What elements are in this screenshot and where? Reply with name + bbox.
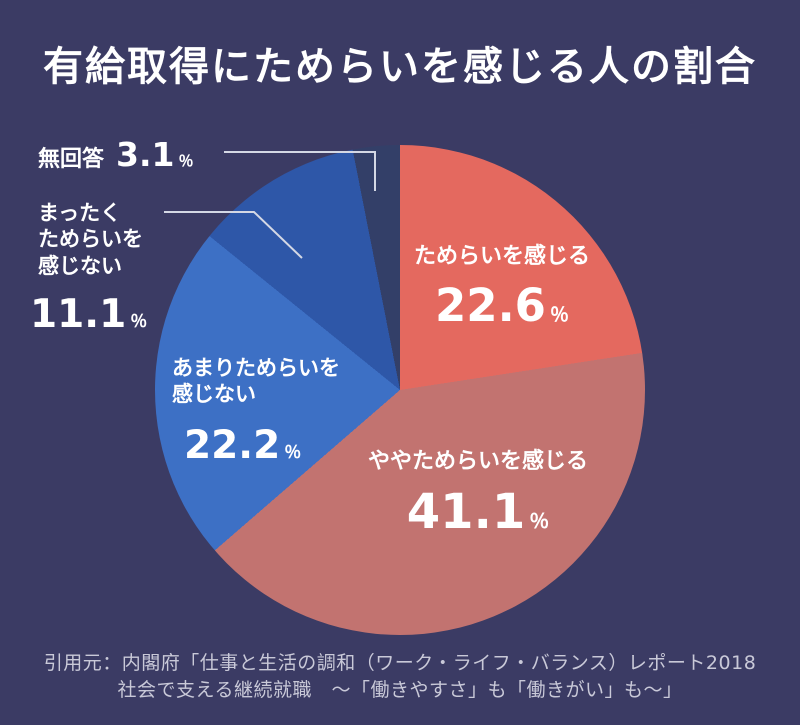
callout-feel-value: 22.6 ％	[434, 278, 570, 332]
callout-feel-label: ためらいを感じる	[413, 244, 590, 269]
callout-no-answer-label: 無回答	[38, 147, 105, 172]
callout-no-answer: 無回答 3.1 ％	[38, 138, 194, 174]
callout-little-label-line2: 感じない	[172, 382, 256, 407]
callout-somewhat-value: 41.1 ％	[406, 483, 550, 540]
page-title: 有給取得にためらいを感じる人の割合	[43, 44, 757, 90]
callout-zero-value: 11.1 ％	[30, 291, 148, 337]
callout-little-hesitation: あまりためらいを 感じない 22.2 ％	[172, 355, 340, 465]
callout-feel-hesitation: ためらいを感じる 22.6 ％	[402, 243, 602, 328]
source-line-2: 社会で支える継続就職 ～「働きやすさ」も「働きがい」も～」	[117, 679, 683, 702]
callout-zero-label-line1: まったく	[38, 201, 122, 225]
callout-zero-label-line2: ためらいを	[38, 227, 143, 252]
callout-zero-hesitation: まったく ためらいを 感じない 11.1 ％	[30, 200, 147, 334]
callout-somewhat-hesitation: ややためらいを感じる 41.1 ％	[356, 448, 600, 536]
source-line-1: 引用元：内閣府「仕事と生活の調和（ワーク・ライフ・バランス）レポート2018	[43, 651, 757, 674]
callout-no-answer-value: 3.1 ％	[116, 135, 194, 174]
source-citation: 引用元：内閣府「仕事と生活の調和（ワーク・ライフ・バランス）レポート2018 社…	[0, 650, 800, 705]
callout-little-label-line1: あまりためらいを	[172, 356, 340, 380]
callout-somewhat-label: ややためらいを感じる	[367, 449, 588, 474]
callout-little-value: 22.2 ％	[184, 422, 302, 468]
callout-zero-label-line3: 感じない	[38, 253, 122, 278]
